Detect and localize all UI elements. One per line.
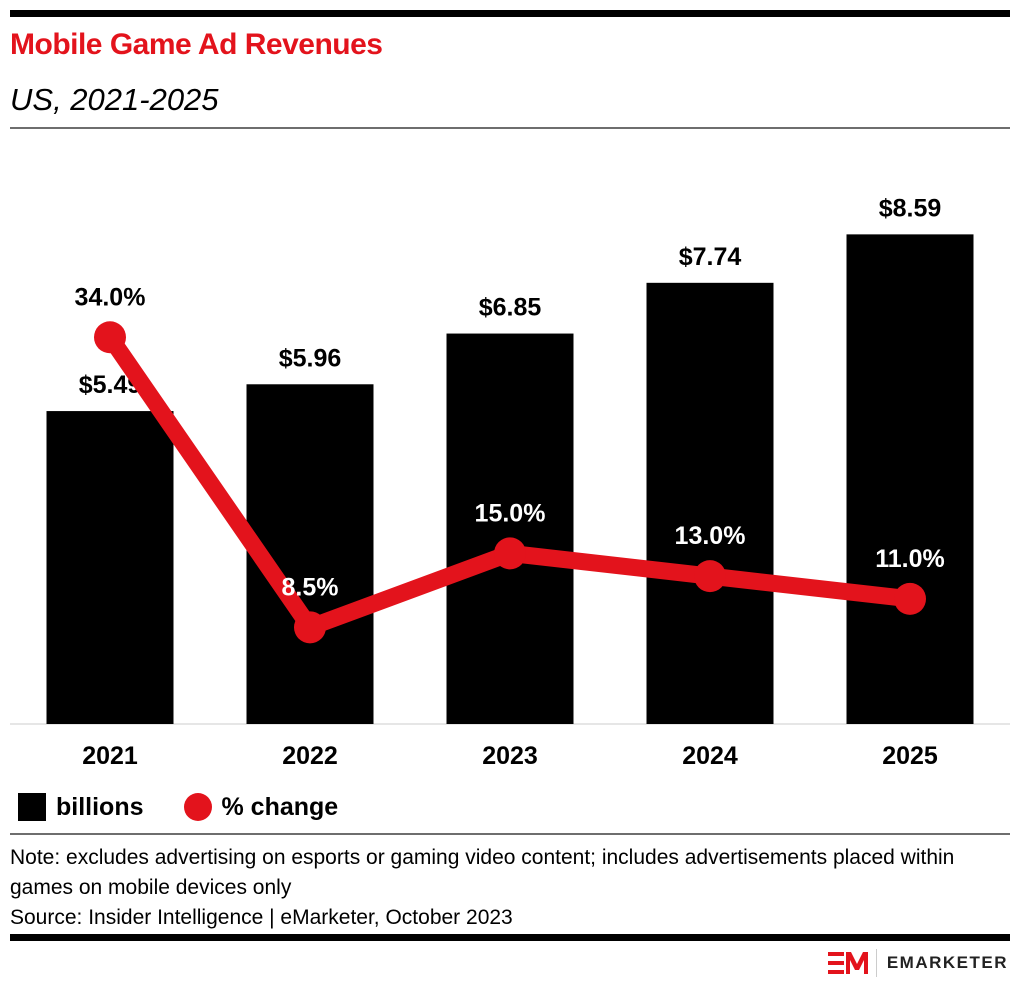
source-line: Source: Insider Intelligence | eMarketer… [10,906,513,929]
bar-2021 [46,411,174,724]
footnote: Note: excludes advertising on esports or… [10,846,955,899]
x-tick-label-2022: 2022 [282,742,338,770]
pct-change-point-2023 [494,537,526,570]
pct-change-point-2025 [894,582,926,615]
x-tick-label-2023: 2023 [482,742,538,770]
bar-value-label-2025: $8.59 [879,194,942,222]
pct-change-point-2021 [94,321,126,354]
top-rule [10,10,1010,17]
x-tick-label-2021: 2021 [82,742,138,770]
legend-label-billions: billions [56,792,144,821]
chart-subtitle: US, 2021-2025 [10,82,219,117]
legend: billions % change [18,790,338,824]
chart-area: $5.49$5.96$6.85$7.74$8.59 2021 2022 2023 20… [10,194,1010,770]
legend-line-swatch [183,793,212,821]
bottom-rule [10,934,1010,941]
bar-2025 [846,234,974,724]
brand-divider [875,949,877,977]
bar-2024 [646,282,774,724]
legend-divider [10,833,1010,835]
pct-change-label-2023: 15.0% [475,499,546,527]
emarketer-logo-icon [827,952,868,974]
legend-label-pct-change: % change [221,792,339,821]
bar-value-label-2022: $5.96 [279,344,342,372]
pct-change-label-2024: 13.0% [675,522,746,550]
bar-value-label-2023: $6.85 [479,294,542,322]
subtitle-divider [10,127,1010,129]
bar-value-label-2024: $7.74 [679,243,742,271]
x-tick-label-2025: 2025 [882,742,938,770]
x-tick-label-2024: 2024 [682,742,738,770]
pct-change-point-2022 [294,611,326,644]
pct-change-label-2021: 34.0% [75,283,146,311]
chart-title: Mobile Game Ad Revenues [10,28,383,61]
brand-logo: EMARKETER [827,948,1008,978]
legend-bar-swatch [18,793,46,821]
brand-name: EMARKETER [886,953,1008,972]
pct-change-label-2025: 11.0% [875,545,945,573]
bar-2023 [446,333,574,724]
pct-change-point-2024 [694,560,726,593]
pct-change-label-2022: 8.5% [282,573,339,601]
